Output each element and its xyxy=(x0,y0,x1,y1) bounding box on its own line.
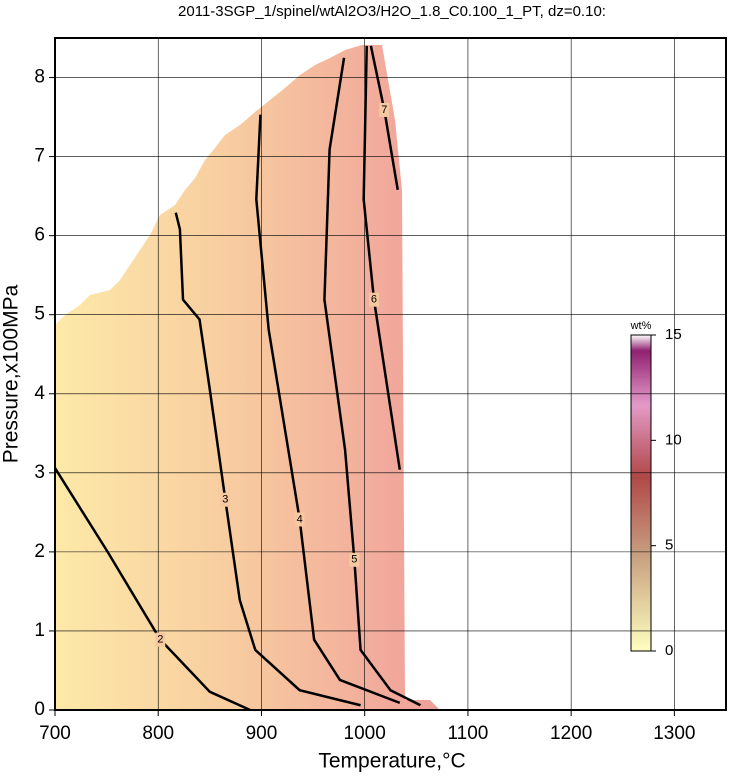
x-tick-label: 1200 xyxy=(550,723,592,744)
contour-label-bg xyxy=(220,492,231,507)
y-tick-label: 2 xyxy=(34,541,45,562)
colorbar xyxy=(630,334,652,652)
colorbar-tick-label: 5 xyxy=(665,537,673,554)
contour-label-bg xyxy=(155,632,166,647)
contour-label: 6 xyxy=(371,294,377,306)
chart-title: 2011-3SGP_1/spinel/wtAl2O3/H2O_1.8_C0.10… xyxy=(178,3,606,20)
y-tick-label: 3 xyxy=(34,462,45,483)
x-tick-label: 1000 xyxy=(344,723,386,744)
colorbar-tick-label: 10 xyxy=(665,431,682,448)
x-tick-label: 700 xyxy=(39,723,71,744)
contour-label-bg xyxy=(349,552,360,567)
contour-label: 2 xyxy=(157,634,163,646)
colorbar-tick-label: 15 xyxy=(665,326,682,343)
contour-line xyxy=(323,57,421,707)
x-tick-label: 1300 xyxy=(653,723,695,744)
contour-label: 4 xyxy=(297,513,303,525)
y-tick-label: 6 xyxy=(34,225,45,246)
y-tick-label: 5 xyxy=(34,304,45,325)
y-tick-label: 8 xyxy=(34,67,45,88)
x-tick-label: 900 xyxy=(246,723,278,744)
contour-label-bg xyxy=(379,102,390,117)
x-tick-label: 1100 xyxy=(447,723,488,744)
y-tick-label: 0 xyxy=(34,699,45,720)
contour-line xyxy=(362,45,402,470)
contour-label: 3 xyxy=(222,494,228,506)
y-tick-label: 7 xyxy=(34,146,45,167)
contour-label-bg xyxy=(368,292,379,307)
colorbar-tick-label: 0 xyxy=(665,642,673,659)
y-axis-label: Pressure,x100MPa xyxy=(0,284,23,463)
contour-line xyxy=(174,212,361,707)
contour-label: 7 xyxy=(381,104,387,116)
x-tick-label: 800 xyxy=(142,723,174,744)
x-axis-label: Temperature,°C xyxy=(318,750,465,773)
contour-label-bg xyxy=(294,512,305,527)
colorbar-label: wt% xyxy=(630,320,652,332)
contour-label: 5 xyxy=(351,554,357,566)
y-tick-label: 1 xyxy=(34,620,45,641)
stable-field xyxy=(55,45,440,710)
y-tick-label: 4 xyxy=(34,383,45,404)
